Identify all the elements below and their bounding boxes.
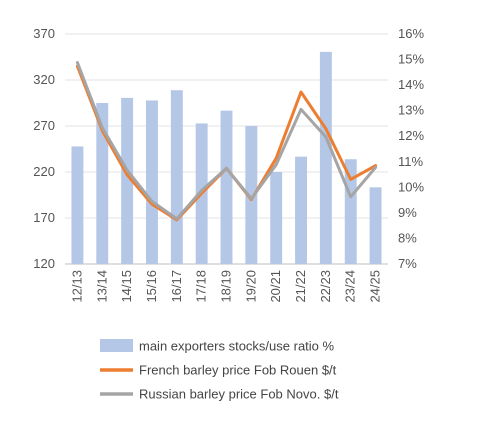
x-axis-tick-label: 15/16: [144, 270, 159, 303]
x-axis-tick-label: 18/19: [219, 270, 234, 303]
left-axis-tick-label: 220: [33, 164, 55, 179]
bar: [121, 97, 134, 264]
bar: [145, 100, 158, 264]
x-axis-tick-label: 22/23: [318, 270, 333, 303]
x-axis-tick-label: 21/22: [293, 270, 308, 303]
x-axis-tick-label: 17/18: [194, 270, 209, 303]
right-axis-tick-label: 10%: [398, 179, 424, 194]
left-axis-tick-label: 320: [33, 72, 55, 87]
bar: [245, 126, 258, 264]
left-axis-tick-label: 120: [33, 256, 55, 271]
bar: [220, 110, 233, 265]
right-axis-tick-label: 15%: [398, 52, 424, 67]
legend-swatch-bar: [100, 339, 133, 352]
right-axis-tick-label: 9%: [398, 205, 417, 220]
line-series: [75, 61, 378, 222]
bar: [295, 156, 308, 264]
legend-label: French barley price Fob Rouen $/t: [139, 363, 337, 378]
right-axis-tick-label: 13%: [398, 103, 424, 118]
left-axis-tick-label: 370: [33, 26, 55, 41]
bar: [270, 172, 283, 264]
legend-label: main exporters stocks/use ratio %: [139, 339, 335, 354]
bar: [344, 159, 357, 264]
right-axis-ticks: 16% 15% 14% 13% 12% 11% 10% 9% 8% 7%: [398, 26, 424, 271]
right-axis-tick-label: 8%: [398, 230, 417, 245]
left-axis-ticks: 370 320 270 220 170 120: [33, 26, 55, 271]
x-axis-tick-label: 23/24: [343, 270, 358, 303]
x-axis-ticks: 12/13 13/14 14/15 15/16 16/17 17/18 18/19 19/20…: [69, 270, 382, 303]
bar: [319, 51, 332, 265]
x-axis-tick-label: 12/13: [69, 270, 84, 303]
left-axis-tick-label: 270: [33, 118, 55, 133]
bar: [369, 187, 382, 264]
bar: [71, 146, 84, 264]
x-axis-tick-label: 16/17: [169, 270, 184, 303]
legend-label: Russian barley price Fob Novo. $/t: [139, 387, 339, 402]
legend: main exporters stocks/use ratio % French …: [100, 339, 339, 402]
right-axis-tick-label: 11%: [398, 154, 423, 169]
bar: [170, 90, 183, 264]
x-axis-tick-label: 24/25: [368, 270, 383, 303]
right-axis-tick-label: 7%: [398, 256, 417, 271]
bar: [96, 103, 109, 264]
right-axis-tick-label: 14%: [398, 77, 424, 92]
x-axis-tick-label: 14/15: [119, 270, 134, 303]
x-axis-tick-label: 19/20: [243, 270, 258, 303]
right-axis-tick-label: 16%: [398, 26, 424, 41]
left-axis-tick-label: 170: [33, 210, 55, 225]
right-axis-tick-label: 12%: [398, 128, 424, 143]
series-line: [75, 61, 378, 221]
x-axis-tick-label: 20/21: [268, 270, 283, 303]
x-axis-tick-label: 13/14: [94, 270, 109, 303]
